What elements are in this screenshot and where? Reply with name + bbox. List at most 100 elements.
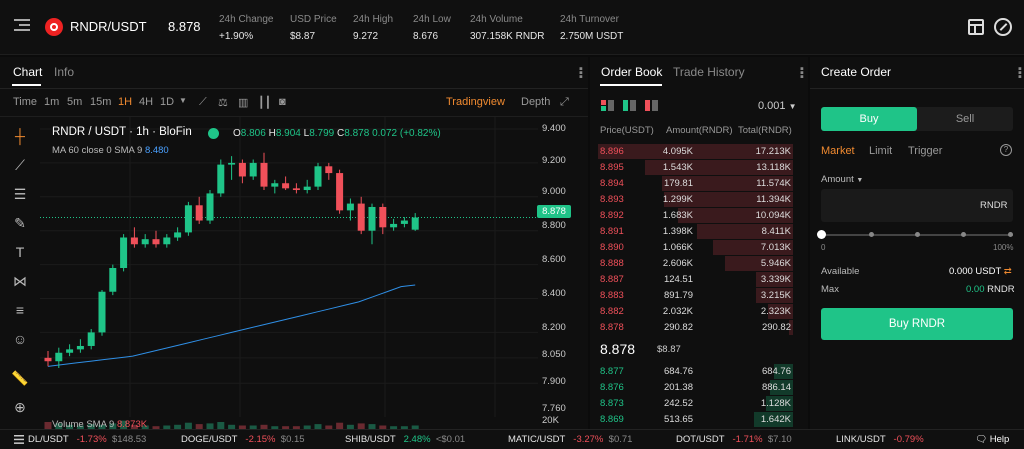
layout-icon[interactable] xyxy=(968,19,984,35)
ticker-item[interactable]: DOT/USDT -1.71% $7.10 xyxy=(676,434,792,445)
depth-bar xyxy=(789,320,793,335)
tab-info[interactable]: Info xyxy=(54,65,75,79)
pair-name[interactable]: RNDR/USDT xyxy=(70,19,147,34)
book-bids-icon[interactable] xyxy=(623,100,636,111)
slider-dot xyxy=(1008,232,1013,237)
ask-row[interactable]: 8.882 2.032K 2.323K xyxy=(598,304,793,320)
crosshair-icon[interactable]: ┼ xyxy=(15,128,25,144)
bid-row[interactable]: 8.873 242.52 1.128K xyxy=(598,396,793,412)
indicator-icon[interactable]: ⟋ xyxy=(199,96,207,108)
candle-body xyxy=(238,162,246,177)
sell-tab-button[interactable]: Sell xyxy=(955,113,975,125)
timeframe-time[interactable]: Time xyxy=(13,96,38,108)
divider xyxy=(0,88,588,89)
depth-toggle[interactable]: Depth xyxy=(521,96,551,108)
order-type-limit[interactable]: Limit xyxy=(869,145,893,157)
ticker-item[interactable]: LINK/USDT -0.79% xyxy=(836,434,924,445)
book-asks-icon[interactable] xyxy=(645,100,658,111)
amount-input[interactable] xyxy=(821,189,1013,222)
brush-icon[interactable]: ✎ xyxy=(14,215,26,231)
bid-row[interactable]: 8.869 513.65 1.642K xyxy=(598,412,793,428)
volume-bar xyxy=(87,424,95,429)
ask-row[interactable]: 8.890 1.066K 7.013K xyxy=(598,240,793,256)
book-amount: 1.683K xyxy=(662,210,693,221)
candle-body xyxy=(163,237,171,245)
more-icon[interactable]: ▪ ▪ ▪ xyxy=(579,63,583,83)
ask-row[interactable]: 8.895 1.543K 13.118K xyxy=(598,160,793,176)
more-icon[interactable]: ▪ ▪ ▪ xyxy=(1018,63,1022,83)
amount-label[interactable]: Amount ▼ xyxy=(821,174,864,185)
ask-row[interactable]: 8.894 179.81 11.574K xyxy=(598,176,793,192)
book-total: 5.946K xyxy=(760,258,791,269)
book-amount: 684.76 xyxy=(663,366,693,377)
book-amount: 513.65 xyxy=(663,414,693,425)
ask-row[interactable]: 8.892 1.683K 10.094K xyxy=(598,208,793,224)
help-button[interactable]: 🗨 Help xyxy=(975,434,1010,445)
candle-body xyxy=(120,237,128,268)
trendline-icon[interactable]: ⟋ xyxy=(15,157,25,173)
camera-icon[interactable]: ◙ xyxy=(279,96,286,108)
emoji-icon[interactable]: ☺ xyxy=(12,331,28,347)
timeframe-1d[interactable]: 1D xyxy=(160,96,175,108)
timeframe-4h[interactable]: 4H xyxy=(139,96,154,108)
ticker-item[interactable]: DL/USDT -1.73% $148.53 xyxy=(28,434,147,445)
settings-icon[interactable] xyxy=(994,18,1012,36)
compare-icon[interactable]: ⚖ xyxy=(218,97,228,109)
ask-row[interactable]: 8.891 1.398K 8.411K xyxy=(598,224,793,240)
candle-type-icon[interactable]: ▥ xyxy=(238,97,249,109)
ask-row[interactable]: 8.883 891.79 3.215K xyxy=(598,288,793,304)
candles-icon[interactable]: ┃┃ xyxy=(258,97,272,109)
order-type-trigger[interactable]: Trigger xyxy=(908,145,943,157)
bid-row[interactable]: 8.877 684.76 684.76 xyxy=(598,364,793,380)
order-type-market[interactable]: Market xyxy=(821,145,855,157)
help-icon[interactable]: ? xyxy=(1000,144,1012,156)
candle-body xyxy=(87,332,95,346)
book-price: 8.893 xyxy=(600,194,624,205)
ask-row[interactable]: 8.878 290.82 290.82 xyxy=(598,320,793,336)
text-icon[interactable]: T xyxy=(15,244,25,260)
ticker-item[interactable]: SHIB/USDT 2.48% <$0.01 xyxy=(345,434,466,445)
slider-handle[interactable] xyxy=(817,230,826,239)
volume-bar xyxy=(217,422,225,429)
book-both-icon[interactable] xyxy=(601,100,614,111)
max-value: 0.00 RNDR xyxy=(966,284,1015,295)
divider xyxy=(810,88,1024,89)
volume-bar xyxy=(174,424,182,429)
transfer-icon: ⇄ xyxy=(1003,266,1012,277)
tab-trade-history[interactable]: Trade History xyxy=(673,65,745,79)
precision-select[interactable]: 0.001 ▼ xyxy=(758,100,797,112)
bid-row[interactable]: 8.876 201.38 886.14 xyxy=(598,380,793,396)
timeframe-5m[interactable]: 5m xyxy=(67,96,83,108)
timeframe-15m[interactable]: 15m xyxy=(90,96,112,108)
dropdown-caret-icon[interactable]: ▼ xyxy=(179,96,187,105)
buy-tab-button[interactable]: Buy xyxy=(821,107,917,131)
price-chart[interactable] xyxy=(40,117,540,429)
stat-24h-volume: 24h Volume 307.158K RNDR xyxy=(470,14,545,42)
volume-bar xyxy=(184,422,192,429)
ask-row[interactable]: 8.896 4.095K 17.213K xyxy=(598,144,793,160)
buy-rndr-button[interactable]: Buy RNDR xyxy=(821,308,1013,340)
menu-icon[interactable] xyxy=(14,18,30,32)
tradingview-toggle[interactable]: Tradingview xyxy=(446,96,505,108)
book-total: 1.642K xyxy=(760,414,791,425)
tab-order-book[interactable]: Order Book xyxy=(601,65,663,79)
zoom-icon[interactable]: ⊕ xyxy=(14,399,26,415)
ask-row[interactable]: 8.893 1.299K 11.394K xyxy=(598,192,793,208)
horizontal-lines-icon[interactable]: ☰ xyxy=(13,186,27,202)
pattern-icon[interactable]: ⋈ xyxy=(13,273,27,289)
timeframe-1m[interactable]: 1m xyxy=(44,96,60,108)
more-icon[interactable]: ▪ ▪ ▪ xyxy=(800,63,804,83)
ticker-item[interactable]: DOGE/USDT -2.15% $0.15 xyxy=(181,434,305,445)
book-price: 8.887 xyxy=(600,274,624,285)
tab-chart[interactable]: Chart xyxy=(13,65,43,79)
ask-row[interactable]: 8.888 2.606K 5.946K xyxy=(598,256,793,272)
ask-row[interactable]: 8.887 124.51 3.339K xyxy=(598,272,793,288)
ticker-menu-icon[interactable] xyxy=(14,435,24,444)
ruler-icon[interactable]: 📏 xyxy=(11,370,29,386)
timeframe-1h[interactable]: 1H xyxy=(118,96,133,108)
book-price: 8.869 xyxy=(600,414,624,425)
depth-bar xyxy=(664,192,793,207)
measure-lines-icon[interactable]: ≡ xyxy=(15,302,25,318)
ticker-item[interactable]: MATIC/USDT -3.27% $0.71 xyxy=(508,434,633,445)
fullscreen-icon[interactable]: ⤢ xyxy=(560,96,569,108)
